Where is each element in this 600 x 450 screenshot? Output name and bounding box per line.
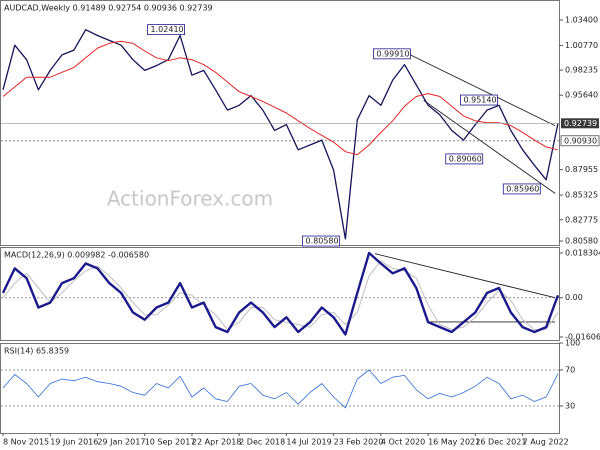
series-line — [2, 29, 559, 240]
panel-title: MACD(12,26,9) 0.009982 -0.006580 — [4, 251, 149, 260]
annotation-label: 0.85960 — [506, 184, 539, 193]
x-tick-label: 19 Jun 2016 — [50, 438, 98, 447]
series-line — [2, 40, 559, 156]
y-tick-label: 1.03400 — [565, 16, 598, 25]
x-tick-label: 16 May 2021 — [428, 438, 480, 447]
y-tick-label: 0.95640 — [565, 91, 598, 100]
panel-title: RSI(14) 65.8359 — [4, 347, 69, 356]
y-tick-label: 30 — [565, 402, 575, 411]
x-tick-label: 14 Jul 2019 — [286, 438, 331, 447]
annotation-box — [372, 48, 411, 60]
x-tick-label: 22 Apr 2018 — [192, 438, 241, 447]
annotation-box — [147, 24, 185, 36]
annotation-box — [502, 183, 541, 195]
trendline — [423, 100, 556, 194]
y-tick-label: -0.016064 — [565, 333, 600, 342]
x-tick-label: 10 Sep 2017 — [145, 438, 196, 447]
annotation-label: 0.89060 — [449, 154, 482, 163]
trendline — [374, 253, 556, 299]
level-label: 0.90930 — [564, 136, 597, 145]
annotation-label: 1.02410 — [151, 25, 184, 34]
last-price-label: 0.92739 — [564, 119, 597, 128]
annotation-box — [460, 94, 498, 106]
annotation-box — [445, 153, 484, 165]
watermark: ActionForex.com — [107, 187, 273, 211]
x-tick-label: 23 Feb 2020 — [334, 438, 384, 447]
x-tick-label: 7 Aug 2022 — [523, 438, 569, 447]
annotation-label: 0.95140 — [463, 96, 496, 105]
panel-frame — [0, 247, 560, 341]
x-tick-label: 29 Jan 2017 — [97, 438, 145, 447]
y-tick-label: 0.80580 — [565, 237, 598, 246]
y-tick-label: 1.00770 — [565, 41, 598, 50]
last-price-box — [561, 118, 599, 129]
y-tick-label: 0.98235 — [565, 66, 598, 75]
y-tick-label: 0.85325 — [565, 191, 598, 200]
panel-title: AUDCAD,Weekly 0.91489 0.92754 0.90936 0.… — [4, 4, 213, 13]
x-tick-label: 8 Nov 2015 — [3, 438, 49, 447]
panel-frame — [0, 0, 560, 246]
y-tick-label: 100 — [565, 339, 580, 348]
level-label-box — [560, 135, 600, 147]
y-tick-label: 0.82775 — [565, 215, 598, 224]
panel-frame — [0, 343, 560, 434]
y-tick-label: 0.00 — [565, 293, 583, 302]
y-tick-label: 0.87955 — [565, 165, 598, 174]
annotation-label: 0.99910 — [376, 49, 409, 58]
y-tick-label: 70 — [565, 366, 575, 375]
y-tick-label: 0.018304 — [565, 249, 600, 258]
series-line — [1, 251, 560, 336]
series-line — [2, 369, 559, 409]
annotation-label: 0.80580 — [306, 237, 339, 246]
annotation-box — [302, 235, 340, 247]
trendline — [410, 54, 556, 127]
x-tick-label: 2 Dec 2018 — [239, 438, 285, 447]
x-tick-label: 26 Dec 2021 — [475, 438, 526, 447]
x-tick-label: 4 Oct 2020 — [381, 438, 425, 447]
